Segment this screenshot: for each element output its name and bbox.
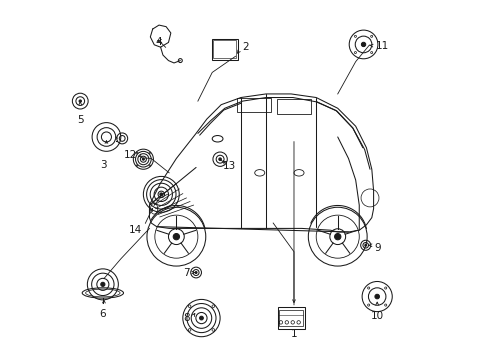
Text: 4: 4 xyxy=(156,37,162,46)
Circle shape xyxy=(173,234,179,240)
Bar xyxy=(279,310,303,326)
Bar xyxy=(276,99,310,114)
Circle shape xyxy=(160,193,163,196)
Circle shape xyxy=(374,294,379,299)
Circle shape xyxy=(79,100,81,102)
Circle shape xyxy=(142,158,144,160)
Text: 6: 6 xyxy=(100,309,106,319)
Text: 5: 5 xyxy=(77,116,83,125)
Text: 2: 2 xyxy=(242,42,249,52)
Circle shape xyxy=(218,158,221,161)
Circle shape xyxy=(334,234,340,240)
Bar xyxy=(277,307,304,329)
Circle shape xyxy=(364,244,366,246)
Bar xyxy=(237,98,271,112)
Bar xyxy=(211,39,237,59)
Text: 11: 11 xyxy=(375,41,388,50)
Circle shape xyxy=(199,316,203,320)
Text: 12: 12 xyxy=(123,150,137,160)
Text: 7: 7 xyxy=(183,268,190,278)
Circle shape xyxy=(361,42,365,46)
Circle shape xyxy=(101,282,105,287)
Text: 13: 13 xyxy=(223,161,236,171)
Text: 14: 14 xyxy=(129,225,142,235)
Text: 9: 9 xyxy=(373,243,380,253)
Text: 3: 3 xyxy=(101,160,107,170)
Bar xyxy=(213,40,236,58)
Text: 8: 8 xyxy=(183,313,190,323)
Text: 1: 1 xyxy=(290,329,297,339)
Circle shape xyxy=(195,271,197,274)
Text: 10: 10 xyxy=(370,311,383,321)
